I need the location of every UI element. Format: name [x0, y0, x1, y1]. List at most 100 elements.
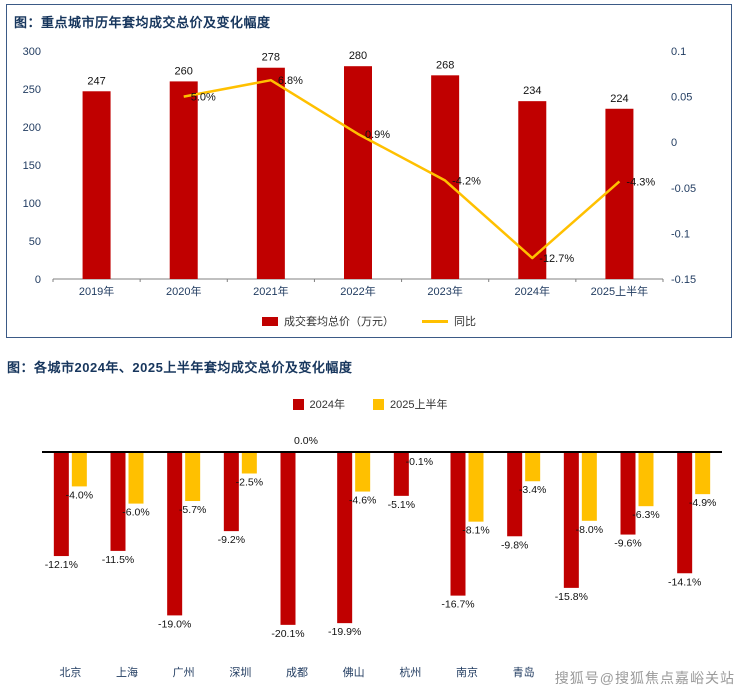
bar-value-label: -2.5%	[236, 477, 263, 489]
bar-2025上半年-佛山	[355, 452, 371, 492]
bar-value-label: -4.0%	[66, 489, 93, 501]
bar-value-label: 280	[349, 50, 367, 62]
bar-value-label: -16.7%	[441, 599, 474, 611]
series-2024-swatch	[292, 398, 304, 410]
bar-value-label: -9.8%	[501, 539, 528, 551]
left-axis-tick-label: 250	[23, 84, 41, 96]
left-axis-tick-label: 150	[23, 160, 41, 172]
bar-value-label: -4.9%	[689, 497, 716, 509]
right-axis-tick-label: -0.15	[671, 274, 696, 286]
yoy-point-label: 0.9%	[365, 129, 390, 141]
bar-value-label: -8.1%	[462, 525, 489, 537]
chart2-legend: 2024年 2025上半年	[0, 396, 740, 412]
city-label: 佛山	[343, 666, 365, 679]
bar-value-label: -4.6%	[349, 495, 376, 507]
bar-value-label: -8.0%	[576, 524, 603, 536]
left-axis-tick-label: 300	[23, 46, 41, 58]
yoy-point-label: -4.3%	[626, 176, 655, 188]
bar-2024年-上海	[110, 452, 126, 551]
bar-value-label: -5.7%	[179, 504, 206, 516]
city-label: 青岛	[513, 665, 535, 679]
bar-2025上半年-col12	[695, 452, 711, 495]
bar-2024年-col12	[677, 452, 693, 574]
chart1-plot: 0 50 100 150 200 250 300 0.1 0.05 0 -0.05 -0.1 -0.15…	[23, 46, 696, 298]
x-axis-category-label: 2020年	[166, 284, 201, 298]
yoy-point-label: -12.7%	[539, 253, 574, 265]
bar-value-label: -9.2%	[218, 534, 245, 546]
bar-2025上半年-深圳	[241, 452, 257, 474]
bar-value-label: 0.0%	[294, 435, 318, 447]
legend-item-yoy: 同比	[422, 313, 476, 329]
chart2-title: 图：各城市2024年、2025上半年套均成交总价及变化幅度	[7, 360, 353, 375]
right-axis-tick-label: 0.05	[671, 92, 692, 104]
watermark: 搜狐号@搜狐焦点嘉峪关站	[554, 670, 735, 686]
bar-2021年	[256, 67, 285, 279]
chart-city-price-change: 图：各城市2024年、2025上半年套均成交总价及变化幅度 2024年 2025…	[0, 350, 740, 694]
bar-value-label: -19.9%	[328, 626, 361, 638]
bar-value-label: -6.3%	[632, 509, 659, 521]
city-label: 广州	[173, 666, 195, 679]
x-axis-category-label: 2023年	[427, 284, 462, 298]
city-label: 深圳	[229, 666, 251, 679]
city-label: 北京	[59, 665, 81, 679]
city-label: 南京	[456, 665, 478, 679]
line-series-swatch	[422, 319, 448, 323]
x-axis-category-label: 2025上半年	[591, 284, 648, 298]
legend-item-2024: 2024年	[292, 396, 345, 412]
right-axis-tick-label: -0.05	[671, 183, 696, 195]
bar-value-label: -0.1%	[406, 456, 433, 468]
right-axis-tick-label: 0	[671, 137, 677, 149]
bar-value-label: 278	[262, 52, 280, 64]
bar-value-label: 260	[175, 65, 193, 77]
bar-2025上半年-南京	[468, 452, 484, 522]
bar-value-label: -15.8%	[555, 591, 588, 603]
yoy-line	[183, 78, 621, 260]
bar-value-label: -12.1%	[45, 559, 78, 571]
bar-2025上半年-上海	[128, 452, 144, 504]
bar-2023年	[431, 75, 460, 279]
x-axis-category-label: 2024年	[515, 284, 550, 298]
bar-value-label: -5.1%	[388, 499, 415, 511]
bar-2019年	[82, 91, 111, 279]
bar-value-label: 234	[523, 85, 541, 97]
left-axis-tick-label: 200	[23, 122, 41, 134]
yoy-point-label: -4.2%	[452, 176, 481, 188]
bar-2025上半年-青岛	[525, 452, 541, 482]
bar-value-label: 247	[87, 75, 105, 87]
bar-2024年-北京	[53, 452, 69, 557]
left-axis-tick-label: 100	[23, 198, 41, 210]
bar-2024年-杭州	[393, 452, 409, 496]
chart1-title: 图：重点城市历年套均成交总价及变化幅度	[14, 15, 271, 30]
left-axis-tick-label: 50	[29, 236, 41, 248]
yoy-point-label: 6.8%	[278, 75, 303, 87]
chart2-plot: -12.1% -4.0% 北京 -11.5% -6.0% 上海 -19.0% -5.7% 广州 -…	[42, 435, 722, 679]
bar-value-label: -3.4%	[519, 484, 546, 496]
series-2025h1-label: 2025上半年	[390, 399, 448, 411]
bar-value-label: -19.0%	[158, 618, 191, 630]
bar-2024年-深圳	[223, 452, 239, 532]
x-axis-category-label: 2022年	[340, 284, 375, 298]
bar-2024年-青岛	[507, 452, 523, 537]
bar-value-label: -9.6%	[614, 538, 641, 550]
city-label: 杭州	[399, 665, 421, 679]
bar-2025上半年	[605, 108, 634, 279]
city-label: 成都	[286, 666, 308, 679]
bar-2024年-南京	[450, 452, 466, 596]
bar-2020年	[169, 81, 198, 280]
x-axis-category-label: 2021年	[253, 284, 288, 298]
series-2025h1-swatch	[373, 398, 384, 410]
bar-value-label: 268	[436, 59, 454, 71]
bar-2025上半年-col11	[638, 452, 654, 507]
bar-series-swatch	[262, 316, 278, 326]
bar-2022年	[344, 66, 372, 279]
bar-2024年-col11	[620, 452, 636, 535]
bar-2024年-成都	[280, 452, 296, 625]
bar-value-label: -11.5%	[102, 554, 135, 566]
bar-2024年-广州	[167, 452, 183, 616]
bar-series-label: 成交套均总价（万元）	[284, 316, 394, 328]
bar-value-label: -20.1%	[271, 628, 304, 640]
chart-yearly-avg-total-price: 图：重点城市历年套均成交总价及变化幅度 0 50 100 150 200 250 300 0.…	[6, 4, 732, 338]
x-axis-category-label: 2019年	[79, 284, 114, 298]
bar-value-label: -6.0%	[122, 507, 149, 519]
series-2024-label: 2024年	[309, 399, 345, 411]
